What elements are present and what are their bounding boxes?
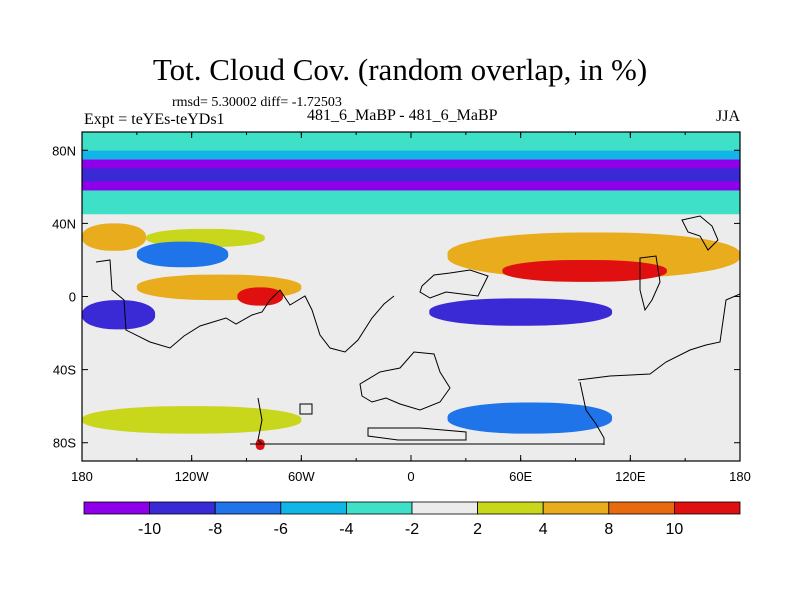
field-north-pole-cyan xyxy=(82,132,740,151)
field-se-pacific-purple xyxy=(82,300,156,330)
colorbar-label: -8 xyxy=(208,521,222,538)
field-layer xyxy=(82,132,740,451)
coastline-layer xyxy=(95,215,740,445)
colorbar-swatch xyxy=(542,501,610,515)
colorbar-swatch xyxy=(345,501,413,515)
x-tick-label: 60W xyxy=(288,469,315,484)
coastline-7 xyxy=(257,397,263,445)
x-tick-label: 180 xyxy=(729,469,751,484)
coastline-10 xyxy=(367,427,467,441)
y-tick-label: 40S xyxy=(53,363,76,378)
colorbar-label: -2 xyxy=(405,521,419,538)
field-so-blue xyxy=(447,402,613,434)
colorbar-label: 2 xyxy=(473,521,482,538)
coastline-3 xyxy=(577,293,740,381)
colorbar-label: -10 xyxy=(138,521,161,538)
colorbar-swatch xyxy=(83,501,150,515)
season-label: JJA xyxy=(716,108,741,125)
chart-title: Tot. Cloud Cov. (random overlap, in %) xyxy=(152,52,648,87)
x-tick-label: 60E xyxy=(509,469,532,484)
field-warm-pool-red xyxy=(502,259,667,282)
colorbar-swatch xyxy=(477,501,544,515)
field-so-yellow xyxy=(82,406,302,434)
colorbar-swatch xyxy=(214,501,282,515)
colorbar-label: -4 xyxy=(339,521,353,538)
field-indian-purple xyxy=(429,298,613,326)
field-itcz-red-core xyxy=(237,287,284,306)
coastline-5 xyxy=(681,215,719,251)
y-tick-label: 40N xyxy=(52,216,76,231)
colorbar-label: 4 xyxy=(539,521,548,538)
stats-label: rmsd= 5.30002 diff= -1.72503 xyxy=(172,95,342,110)
y-tick-label: 80N xyxy=(52,143,76,158)
y-axis: 80N 40N 0 40S 80S xyxy=(52,143,740,451)
colorbar-swatch xyxy=(411,501,478,515)
coastline-0 xyxy=(95,259,395,353)
x-tick-label: 120W xyxy=(175,469,210,484)
coastline-4 xyxy=(639,255,661,312)
field-n-pacific-blue xyxy=(136,241,229,268)
coastline-6 xyxy=(579,381,605,445)
cases-label: 481_6_MaBP - 481_6_MaBP xyxy=(307,107,498,124)
colorbar-swatch xyxy=(149,501,216,515)
colorbar-swatch xyxy=(608,501,675,515)
colorbar-swatch xyxy=(674,501,741,515)
field-arctic-teal-band xyxy=(82,150,740,160)
coastline-8 xyxy=(299,403,313,415)
colorbar-label: 8 xyxy=(604,521,613,538)
field-antarctic-red xyxy=(255,439,265,451)
field-midlat-blue-band xyxy=(82,190,740,215)
coastline-2 xyxy=(359,351,451,411)
colorbar-label: 10 xyxy=(666,521,684,538)
field-arctic-dark-band xyxy=(82,168,740,182)
coastline-1 xyxy=(419,269,489,299)
field-pacific-west-orange xyxy=(82,223,146,251)
colorbar-swatch xyxy=(280,501,347,515)
colorbar: -10 -8 -6 -4 -2 2 4 8 10 xyxy=(83,501,741,538)
x-axis: 180 120W 60W 0 60E 120E 180 xyxy=(71,132,751,484)
x-tick-label: 180 xyxy=(71,469,93,484)
x-tick-label: 120E xyxy=(615,469,646,484)
colorbar-label: -6 xyxy=(274,521,288,538)
y-tick-label: 0 xyxy=(69,290,76,305)
y-tick-label: 80S xyxy=(53,436,76,451)
x-tick-label: 0 xyxy=(407,469,414,484)
experiment-label: Expt = teYEs-teYDs1 xyxy=(84,111,225,128)
